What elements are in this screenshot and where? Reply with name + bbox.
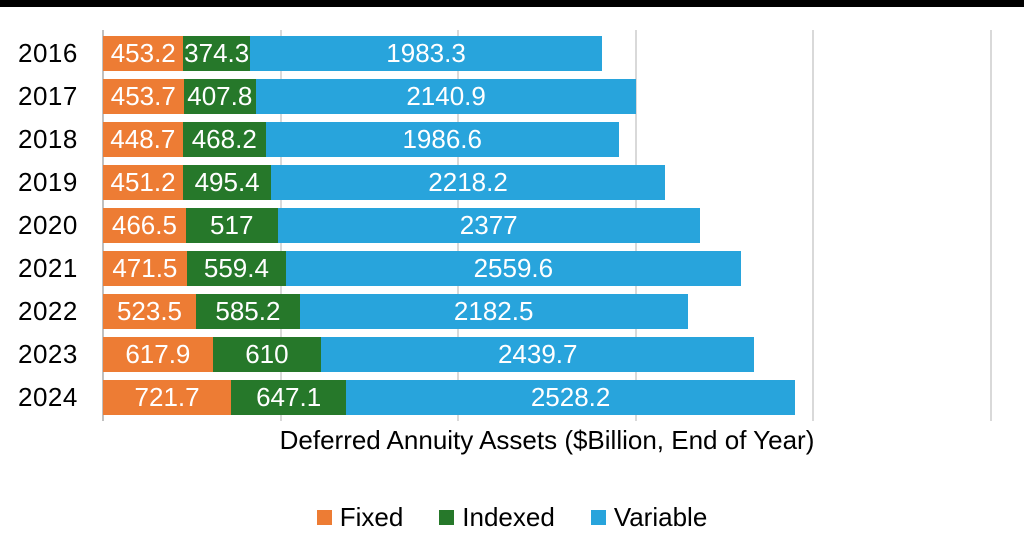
- bar-value-label: 517: [210, 210, 254, 240]
- bar-value-label: 407.8: [187, 81, 253, 111]
- legend-label: Fixed: [339, 502, 404, 532]
- legend-label: Variable: [613, 502, 708, 532]
- bar-segment-fixed: 617.9: [103, 337, 213, 372]
- bar-row: 2023 617.9 610 2439.7: [0, 337, 1024, 372]
- bar-value-label: 453.2: [110, 38, 176, 68]
- bar-segment-fixed: 523.5: [103, 294, 196, 329]
- bar-value-label: 617.9: [125, 339, 191, 369]
- bar-value-label: 2528.2: [530, 382, 611, 412]
- bar-row: 2022 523.5 585.2 2182.5: [0, 294, 1024, 329]
- bar-value-label: 610: [245, 339, 289, 369]
- year-label: 2022: [18, 296, 78, 326]
- bar-value-label: 468.2: [191, 124, 257, 154]
- bar-segment-indexed: 647.1: [231, 380, 347, 415]
- bar-row: 2021 471.5 559.4 2559.6: [0, 251, 1024, 286]
- bar-row: 2024 721.7 647.1 2528.2: [0, 380, 1024, 415]
- bar-segment-fixed: 471.5: [103, 251, 187, 286]
- bar-value-label: 647.1: [256, 382, 322, 412]
- bar-track: 466.5 517 2377: [103, 208, 991, 243]
- bar-segment-fixed: 451.2: [103, 165, 184, 200]
- bar-segment-variable: 2140.9: [255, 79, 637, 114]
- bar-value-label: 2439.7: [497, 339, 578, 369]
- bar-track: 453.2 374.3 1983.3: [103, 36, 991, 71]
- x-axis-title: Deferred Annuity Assets ($Billion, End o…: [279, 425, 815, 455]
- bar-segment-indexed: 495.4: [183, 165, 272, 200]
- top-border: [0, 0, 1024, 7]
- bar-track: 721.7 647.1 2528.2: [103, 380, 991, 415]
- bar-segment-variable: 2377: [277, 208, 700, 243]
- bar-segment-variable: 2528.2: [346, 380, 796, 415]
- legend-item-fixed: Fixed: [316, 502, 404, 533]
- bar-segment-indexed: 517: [185, 208, 278, 243]
- bar-track: 453.7 407.8 2140.9: [103, 79, 991, 114]
- year-label: 2019: [18, 167, 78, 197]
- bar-row: 2016 453.2 374.3 1983.3: [0, 36, 1024, 71]
- bar-track: 448.7 468.2 1986.6: [103, 122, 991, 157]
- bar-segment-indexed: 374.3: [183, 36, 250, 71]
- bar-value-label: 451.2: [110, 167, 176, 197]
- bar-segment-fixed: 453.7: [103, 79, 184, 114]
- bar-segment-variable: 1983.3: [249, 36, 603, 71]
- bar-segment-variable: 2182.5: [299, 294, 688, 329]
- year-label: 2021: [18, 253, 78, 283]
- bar-value-label: 2377: [459, 210, 518, 240]
- bar-row: 2018 448.7 468.2 1986.6: [0, 122, 1024, 157]
- legend-swatch-indexed-icon: [439, 510, 455, 525]
- bar-value-label: 374.3: [184, 38, 250, 68]
- bar-value-label: 585.2: [215, 296, 281, 326]
- bar-segment-indexed: 585.2: [195, 294, 300, 329]
- legend-label: Indexed: [462, 502, 555, 532]
- bar-segment-fixed: 721.7: [103, 380, 232, 415]
- year-label: 2024: [18, 382, 78, 412]
- bar-rows: 2016 453.2 374.3 1983.3 2017 453.7 407.8 2140.9…: [0, 36, 1024, 423]
- gridline: [990, 30, 992, 421]
- legend-swatch-fixed-icon: [316, 510, 332, 525]
- bar-value-label: 559.4: [203, 253, 269, 283]
- bar-segment-variable: 1986.6: [265, 122, 619, 157]
- bar-track: 617.9 610 2439.7: [103, 337, 991, 372]
- legend: Fixed Indexed Variable: [0, 502, 1024, 533]
- bar-value-label: 466.5: [111, 210, 177, 240]
- bar-segment-fixed: 466.5: [103, 208, 186, 243]
- bar-value-label: 2140.9: [406, 81, 486, 111]
- bar-value-label: 453.7: [110, 81, 176, 111]
- bar-segment-indexed: 559.4: [186, 251, 287, 286]
- legend-item-indexed: Indexed: [439, 502, 555, 533]
- year-label: 2018: [18, 124, 78, 154]
- legend-item-variable: Variable: [590, 502, 708, 533]
- bar-value-label: 2218.2: [428, 167, 508, 197]
- bar-track: 451.2 495.4 2218.2: [103, 165, 991, 200]
- bar-row: 2017 453.7 407.8 2140.9: [0, 79, 1024, 114]
- bar-segment-indexed: 407.8: [183, 79, 256, 114]
- year-label: 2016: [18, 38, 78, 68]
- bar-value-label: 2559.6: [473, 253, 554, 283]
- bar-value-label: 448.7: [110, 124, 176, 154]
- bar-value-label: 721.7: [134, 382, 200, 412]
- bar-segment-variable: 2218.2: [271, 165, 666, 200]
- bar-value-label: 1983.3: [386, 38, 466, 68]
- year-label: 2017: [18, 81, 78, 111]
- bar-value-label: 471.5: [112, 253, 178, 283]
- bar-segment-fixed: 453.2: [103, 36, 184, 71]
- year-label: 2020: [18, 210, 78, 240]
- bar-segment-fixed: 448.7: [103, 122, 183, 157]
- year-label: 2023: [18, 339, 78, 369]
- bar-value-label: 2182.5: [453, 296, 534, 326]
- bar-segment-variable: 2439.7: [321, 337, 755, 372]
- bar-segment-indexed: 610: [212, 337, 322, 372]
- bar-value-label: 1986.6: [402, 124, 482, 154]
- bar-value-label: 495.4: [194, 167, 260, 197]
- bar-track: 523.5 585.2 2182.5: [103, 294, 991, 329]
- bar-segment-indexed: 468.2: [182, 122, 266, 157]
- bar-row: 2020 466.5 517 2377: [0, 208, 1024, 243]
- bar-track: 471.5 559.4 2559.6: [103, 251, 991, 286]
- legend-swatch-variable-icon: [590, 510, 606, 525]
- gridline: [812, 30, 815, 421]
- bar-row: 2019 451.2 495.4 2218.2: [0, 165, 1024, 200]
- bar-segment-variable: 2559.6: [286, 251, 741, 286]
- bar-value-label: 523.5: [116, 296, 183, 326]
